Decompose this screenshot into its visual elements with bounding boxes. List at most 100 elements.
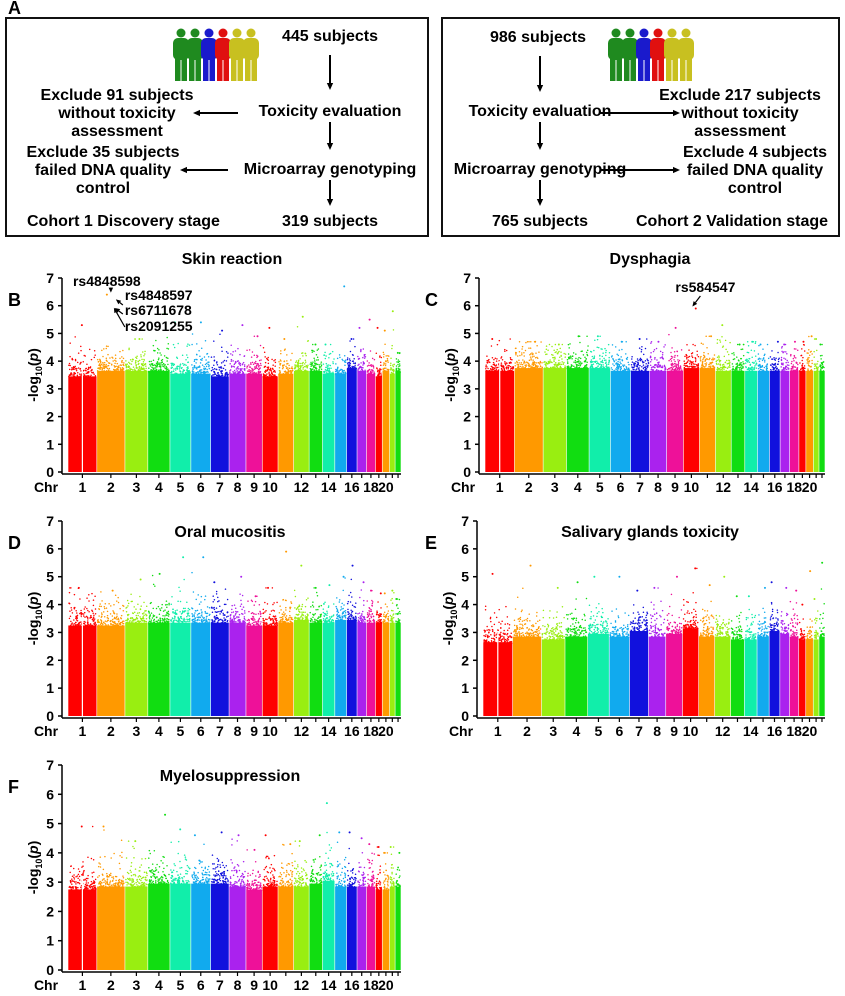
snp-point bbox=[507, 364, 509, 367]
snp-point bbox=[348, 365, 351, 367]
y-tick-label: 6 bbox=[46, 298, 54, 314]
chromosome-17-points bbox=[357, 326, 367, 472]
snp-point bbox=[79, 363, 81, 365]
snp-point bbox=[764, 359, 766, 361]
snp-point bbox=[654, 358, 656, 360]
snp-point bbox=[205, 359, 207, 361]
snp-point bbox=[770, 368, 772, 371]
snp-point bbox=[139, 369, 141, 372]
snp-point bbox=[238, 616, 240, 618]
snp-point bbox=[94, 608, 97, 610]
snp-point bbox=[259, 613, 262, 615]
snp-point bbox=[294, 366, 297, 369]
snp-point bbox=[71, 357, 73, 360]
snp-point bbox=[316, 349, 319, 351]
snp-point bbox=[343, 369, 345, 372]
snp-point bbox=[148, 621, 150, 624]
snp-point bbox=[156, 352, 159, 354]
snp-point bbox=[550, 361, 552, 363]
snp-point bbox=[103, 369, 105, 372]
snp-point bbox=[771, 350, 773, 352]
snp-point bbox=[102, 611, 105, 613]
snp-point bbox=[555, 362, 557, 364]
snp-point bbox=[260, 621, 262, 623]
snp-point bbox=[119, 367, 122, 369]
snp-point bbox=[81, 612, 83, 615]
snp-point bbox=[712, 357, 714, 359]
snp-point bbox=[793, 366, 796, 368]
person-leg bbox=[686, 55, 692, 81]
snp-point bbox=[218, 369, 221, 371]
snp-point bbox=[601, 359, 604, 362]
snp-point bbox=[69, 373, 72, 376]
snp-point bbox=[523, 355, 525, 357]
snp-point bbox=[149, 363, 151, 366]
snp-point bbox=[664, 370, 667, 373]
snp-point bbox=[259, 367, 262, 369]
snp-point bbox=[358, 368, 360, 370]
x-tick-label: 18 bbox=[786, 479, 802, 495]
snp-point bbox=[135, 608, 137, 610]
snp-point bbox=[315, 369, 318, 372]
snp-point bbox=[349, 359, 351, 362]
snp-point bbox=[357, 364, 359, 366]
snp-point bbox=[287, 370, 290, 373]
snp-point bbox=[226, 598, 229, 601]
snp-point bbox=[328, 367, 330, 370]
snp-point bbox=[220, 366, 222, 368]
snp-point bbox=[549, 359, 551, 361]
snp-point bbox=[285, 615, 288, 617]
snp-point bbox=[352, 338, 355, 340]
snp-point bbox=[380, 376, 382, 379]
snp-point bbox=[122, 610, 125, 612]
snp-point bbox=[153, 619, 155, 622]
snp-point bbox=[199, 355, 201, 358]
snp-point bbox=[84, 376, 86, 379]
snp-point bbox=[135, 367, 138, 369]
snp-point bbox=[590, 361, 592, 364]
snp-point bbox=[489, 367, 492, 370]
snp-peak-point bbox=[819, 343, 822, 346]
snp-point bbox=[238, 372, 240, 374]
snp-point bbox=[86, 597, 88, 599]
snp-point bbox=[221, 350, 223, 353]
snp-point bbox=[636, 363, 639, 365]
chromosome-band bbox=[210, 622, 229, 716]
snp-point bbox=[178, 368, 181, 370]
snp-point bbox=[112, 625, 114, 627]
snp-point bbox=[258, 359, 261, 362]
chromosome-4-points bbox=[566, 335, 589, 472]
snp-point bbox=[803, 371, 805, 373]
snp-point bbox=[592, 357, 594, 360]
snp-point bbox=[775, 365, 777, 368]
snp-point bbox=[343, 373, 345, 375]
snp-point bbox=[560, 354, 562, 357]
snp-point bbox=[103, 606, 106, 608]
snp-point bbox=[93, 619, 95, 621]
chromosome-4-points bbox=[147, 572, 170, 716]
snp-point bbox=[525, 341, 527, 344]
snp-point bbox=[607, 366, 609, 368]
snp-point bbox=[602, 365, 604, 368]
snp-point bbox=[188, 615, 191, 617]
snp-point bbox=[258, 624, 261, 627]
snp-point bbox=[362, 366, 364, 369]
snp-point bbox=[637, 367, 640, 370]
snp-point bbox=[519, 365, 522, 368]
person-leg bbox=[638, 55, 644, 81]
snp-point bbox=[103, 371, 105, 373]
snp-point bbox=[644, 360, 647, 362]
chromosome-band bbox=[148, 622, 170, 716]
snp-point bbox=[738, 360, 740, 362]
snp-point bbox=[279, 616, 281, 619]
snp-point bbox=[90, 616, 92, 618]
snp-point bbox=[680, 369, 683, 371]
snp-point bbox=[702, 343, 704, 345]
snp-point bbox=[263, 351, 266, 354]
snp-point bbox=[68, 374, 71, 376]
snp-point bbox=[814, 365, 816, 367]
snp-point bbox=[117, 596, 119, 599]
snp-point bbox=[572, 368, 575, 371]
snp-point bbox=[250, 369, 252, 372]
snp-peak-point bbox=[721, 324, 724, 327]
